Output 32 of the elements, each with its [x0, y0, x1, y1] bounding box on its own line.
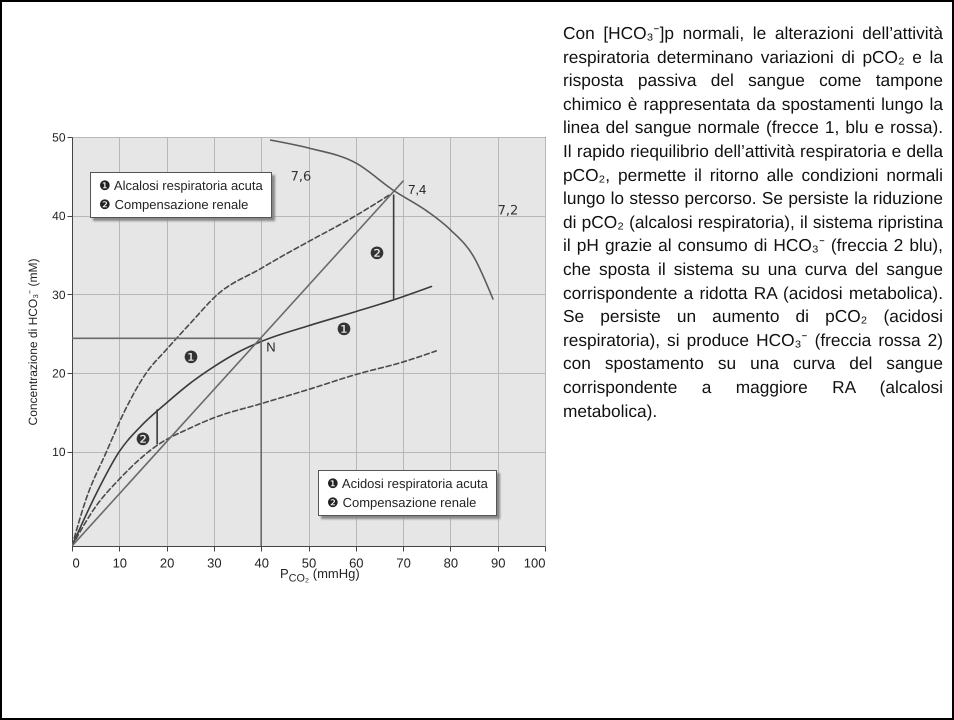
text-box: ❶ Acidosi respiratoria acuta ❷ Compensazione renale	[318, 470, 497, 516]
x-tick-label: 30	[207, 556, 222, 570]
annotation: 7,2	[498, 204, 518, 218]
x-tick-label: 100	[524, 556, 546, 570]
y-tick-label: 50	[52, 130, 66, 144]
annotation: ❷	[369, 244, 385, 264]
annotation: ❶ Alcalosi respiratoria acuta	[99, 177, 263, 195]
y-axis-title: Concentrazione di HCO₃⁻ (mM)	[26, 258, 40, 426]
y-tick-label: 10	[52, 445, 66, 460]
annotation: 7,6	[290, 170, 312, 184]
annotation: ❷ Compensazione renale	[327, 494, 478, 512]
x-tick-label: 60	[349, 556, 364, 570]
text-box: ❶ Alcalosi respiratoria acuta ❷ Compensazione renale	[90, 172, 272, 218]
annotation: ❶	[336, 320, 352, 340]
annotation: ❷	[135, 430, 151, 450]
x-tick-label: 20	[160, 556, 174, 570]
x-tick-label: 80	[444, 556, 458, 570]
x-tick-label: 70	[396, 556, 411, 570]
annotation: 7,4	[408, 182, 426, 198]
annotation: ❶ Acidosi respiratoria acuta	[327, 475, 488, 493]
y-tick-label: 30	[52, 288, 66, 302]
x-tick-label: 90	[490, 556, 506, 570]
annotation: ❶	[183, 348, 199, 368]
x-tick-label: 0	[72, 556, 80, 570]
annotation: N	[266, 339, 276, 354]
text: Con [HCO₃⁻]p normali, le alterazioni dell’attività respiratoria determinano variazioni di pCO₂ e la risposta passiva del sangue come tampone chimico è rappresentata da spostamenti lungo la linea del sangue normale (frecce 1, blu e rossa). Il rapido riequilibrio dell’attività respiratoria e della pCO₂, permette il ritorno alle condizioni normali lungo lo stesso percorso. Se persiste la riduzione di pCO₂ (alcalosi respiratoria), il sistema ripristina il pH grazie al consumo di HCO₃⁻ (freccia 2 blu), che sposta il sistema su una curva del sangue corrispondente a ridotta RA (acidosi metabolica). Se persiste un aumento di pCO₂ (acidosi respiratoria), si produce HCO₃⁻ (freccia rossa 2) con spostamento su una curva del sangue corrispondente a maggiore RA (alcalosi metabolica).	[563, 23, 943, 420]
y-tick-label: 40	[52, 209, 66, 224]
x-tick-label: 10	[112, 556, 128, 570]
y-tick-label: 20	[52, 366, 66, 380]
x-tick-label: 50	[302, 556, 316, 570]
x-tick-label: 40	[254, 556, 269, 570]
annotation: ❷ Compensazione renale	[99, 196, 250, 214]
